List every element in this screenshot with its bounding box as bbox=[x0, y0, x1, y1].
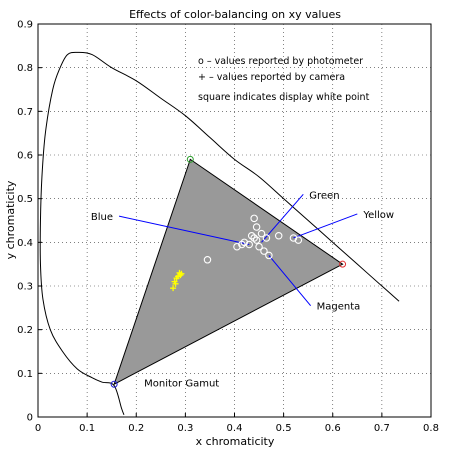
camera-point bbox=[177, 272, 184, 279]
x-tick-label: 0.7 bbox=[374, 423, 390, 434]
x-tick-label: 0.5 bbox=[276, 423, 292, 434]
y-axis-label: y chromaticity bbox=[4, 180, 17, 259]
y-tick-label: 0.5 bbox=[17, 194, 33, 205]
x-tick-label: 0.1 bbox=[79, 423, 95, 434]
photometer-point bbox=[289, 234, 298, 242]
photometer-point bbox=[250, 234, 258, 242]
callout-line bbox=[261, 193, 304, 243]
legend-line-photometer: o – values reported by photometer bbox=[198, 56, 363, 67]
tick-labels: 0 0.1 0.2 0.3 0.4 0.5 0.6 0.7 0.8 0 0.1 0.2 0.3 0.4 0.… bbox=[17, 20, 439, 435]
gamut-green-primary bbox=[186, 155, 194, 163]
photometer-point bbox=[262, 234, 271, 242]
camera-point bbox=[170, 285, 177, 292]
camera-point bbox=[178, 270, 185, 277]
photometer-point bbox=[247, 232, 256, 240]
callout-line bbox=[268, 255, 312, 306]
grid-lines bbox=[37, 23, 432, 418]
photometer-point bbox=[252, 236, 261, 244]
photometer-point bbox=[238, 240, 246, 249]
plot-data: Monitor Gamut Green Blue Yellow Magenta bbox=[39, 51, 400, 415]
y-tick-label: 0 bbox=[27, 413, 33, 424]
photometer-point bbox=[252, 223, 261, 231]
legend-line-camera: + – values reported by camera bbox=[198, 72, 345, 83]
callout-label: Green bbox=[309, 190, 339, 201]
x-axis-label: x chromaticity bbox=[196, 435, 275, 448]
callout-label: Yellow bbox=[362, 210, 394, 221]
camera-point bbox=[172, 280, 179, 287]
photometer-point bbox=[250, 214, 258, 223]
y-tick-label: 0.8 bbox=[17, 63, 33, 74]
y-tick-label: 0.3 bbox=[17, 282, 33, 293]
gamut-red-primary bbox=[339, 260, 347, 268]
photometer-point bbox=[265, 251, 273, 260]
callout-label: Magenta bbox=[317, 302, 361, 313]
y-tick-label: 0.7 bbox=[17, 107, 33, 118]
spectral-locus-curve bbox=[39, 51, 400, 415]
callout-line bbox=[293, 213, 358, 239]
chart-title: Effects of color-balancing on xy values bbox=[129, 8, 341, 21]
y-tick-label: 0.6 bbox=[17, 151, 33, 162]
legend-line-whitepoint: square indicates display white point bbox=[198, 92, 370, 103]
callout-line bbox=[118, 215, 250, 246]
y-tick-label: 0.2 bbox=[17, 325, 33, 336]
y-tick-label: 0.9 bbox=[17, 20, 33, 31]
photometer-point bbox=[240, 238, 249, 247]
photometer-point bbox=[255, 242, 263, 251]
monitor-gamut-triangle bbox=[113, 158, 344, 386]
x-tick-label: 0.3 bbox=[177, 423, 193, 434]
photometer-point bbox=[233, 242, 241, 251]
x-tick-label: 0.2 bbox=[128, 423, 144, 434]
photometer-point bbox=[294, 236, 303, 244]
x-tick-label: 0.6 bbox=[325, 423, 341, 434]
y-tick-label: 0.4 bbox=[17, 238, 33, 249]
x-tick-label: 0.4 bbox=[227, 423, 243, 434]
gamut-blue-primary bbox=[110, 380, 118, 388]
y-tick-label: 0.1 bbox=[17, 369, 33, 380]
photometer-point bbox=[260, 247, 268, 255]
photometer-point bbox=[203, 256, 212, 264]
callout-label: Blue bbox=[91, 212, 113, 223]
photometer-point bbox=[257, 229, 266, 238]
gamut-label: Monitor Gamut bbox=[144, 378, 219, 389]
x-tick-label: 0 bbox=[35, 423, 41, 434]
x-tick-label: 0.8 bbox=[423, 423, 439, 434]
photometer-point bbox=[245, 240, 253, 249]
photometer-point bbox=[274, 232, 283, 240]
